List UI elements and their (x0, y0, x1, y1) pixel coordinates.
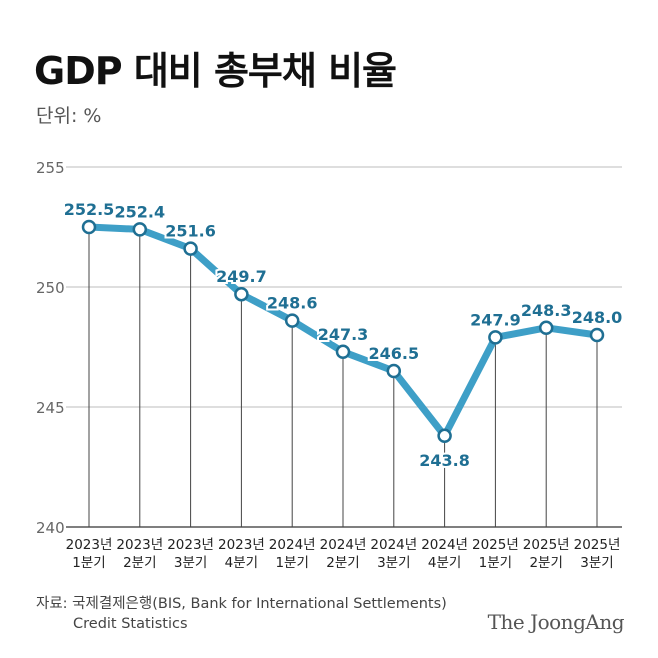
unit-label: 단위: % (36, 105, 102, 127)
data-label-halo: 248.3 (521, 301, 572, 320)
x-tick-label-quarter: 4분기 (428, 555, 461, 571)
y-tick-label: 245 (36, 399, 65, 417)
x-tick-label-quarter: 4분기 (225, 555, 258, 571)
data-label-halo: 248.6 (267, 294, 318, 313)
x-tick-label-year: 2025년 (472, 537, 519, 553)
chart-title: GDP 대비 총부채 비율 (34, 49, 397, 93)
data-point (234, 286, 249, 302)
x-tick-label-quarter: 3분기 (580, 555, 613, 571)
data-label-halo: 249.7 (216, 267, 267, 286)
x-tick-label-quarter: 2분기 (123, 555, 156, 571)
data-point (437, 428, 452, 444)
data-label: 249.7 (216, 267, 267, 286)
source-line-2: Credit Statistics (73, 616, 188, 632)
y-tick-label: 240 (36, 519, 65, 537)
x-tick-label-year: 2023년 (218, 537, 265, 553)
y-tick-label: 255 (36, 159, 65, 177)
data-label-halo: 252.4 (114, 202, 165, 221)
data-label: 247.3 (318, 325, 369, 344)
data-label: 248.3 (521, 301, 572, 320)
x-tick-label-year: 2023년 (66, 537, 113, 553)
data-point (335, 344, 351, 360)
x-tick-label-year: 2023년 (167, 537, 214, 553)
data-point (183, 241, 198, 256)
data-point (538, 320, 554, 336)
x-tick-label-year: 2023년 (116, 537, 163, 553)
data-label: 248.6 (267, 294, 318, 313)
x-tick-label-quarter: 1분기 (479, 555, 512, 571)
data-label-halo: 247.9 (470, 310, 521, 329)
data-point (488, 330, 503, 345)
data-label: 243.8 (419, 451, 470, 470)
data-label: 247.9 (470, 310, 521, 329)
data-label-halo: 248.0 (572, 308, 623, 327)
x-tick-label-quarter: 3분기 (377, 555, 410, 571)
x-tick-label-quarter: 1분기 (275, 555, 308, 571)
x-tick-label-year: 2024년 (269, 537, 316, 553)
x-tick-label-year: 2025년 (523, 537, 570, 553)
source-line-1: 자료: 국제결제은행(BIS, Bank for International S… (36, 596, 447, 612)
data-label: 248.0 (572, 308, 623, 327)
x-tick-label-year: 2024년 (370, 537, 417, 553)
data-label-halo: 247.3 (318, 325, 369, 344)
data-point (589, 327, 605, 343)
data-label-halo: 246.5 (368, 344, 419, 363)
data-point (81, 219, 97, 235)
data-point (132, 222, 148, 237)
data-point (284, 313, 300, 328)
data-label-halo: 251.6 (165, 222, 216, 241)
x-tick-label-quarter: 1분기 (72, 555, 105, 571)
x-tick-label-year: 2024년 (320, 537, 367, 553)
data-label: 252.4 (114, 202, 165, 221)
data-label-halo: 243.8 (419, 451, 470, 470)
x-tick-label-quarter: 2분기 (326, 555, 359, 571)
x-tick-label-quarter: 2분기 (529, 555, 562, 571)
data-label: 246.5 (368, 344, 419, 363)
x-tick-label-year: 2024년 (421, 537, 468, 553)
source-note: 자료: 국제결제은행(BIS, Bank for International S… (36, 594, 447, 634)
data-point (386, 363, 402, 379)
x-tick-label-year: 2025년 (574, 537, 621, 553)
y-tick-label: 250 (36, 279, 65, 297)
data-label-halo: 252.5 (64, 200, 115, 219)
data-label: 252.5 (64, 200, 115, 219)
x-tick-label-quarter: 3분기 (174, 555, 207, 571)
brand-logo: The JoongAng (487, 610, 625, 634)
data-label: 251.6 (165, 222, 216, 241)
